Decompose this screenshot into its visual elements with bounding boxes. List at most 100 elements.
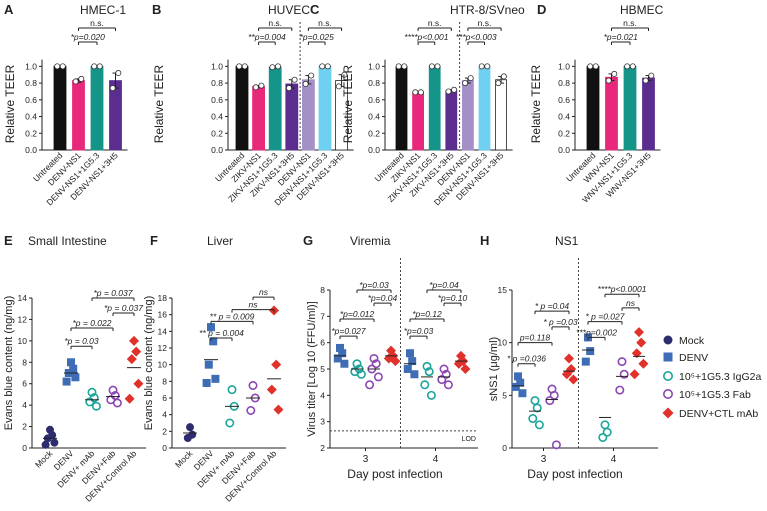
data-point	[437, 375, 447, 385]
data-point	[462, 80, 469, 87]
data-point	[340, 359, 349, 368]
data-point	[617, 357, 627, 367]
panel-title: Liver	[207, 234, 233, 248]
bar	[53, 65, 67, 151]
data-point	[460, 364, 471, 374]
significance-label: ***p<0.003	[456, 32, 497, 42]
data-point	[258, 82, 265, 89]
data-point	[236, 63, 243, 70]
data-point	[530, 396, 540, 406]
y-tick-label: 8	[320, 285, 325, 295]
bar	[318, 65, 332, 151]
data-point	[395, 63, 402, 70]
significance-label: * p =0.03	[543, 317, 578, 327]
data-point	[403, 365, 412, 373]
bar	[90, 65, 104, 151]
significance-label: ns	[249, 300, 259, 310]
significance-label: n.s.	[268, 18, 282, 28]
y-tick-label: 10	[18, 336, 28, 346]
data-point	[495, 80, 502, 87]
y-tick-label: 0.4	[25, 112, 37, 122]
panel-title: Small Intestine	[28, 234, 107, 248]
data-point	[638, 358, 649, 369]
data-point	[551, 440, 561, 450]
x-axis-label: Day post infection	[347, 467, 442, 481]
data-point	[516, 378, 525, 387]
y-tick-label: 0.4	[368, 112, 380, 122]
y-tick-label: 0.8	[25, 78, 37, 88]
data-point	[336, 343, 344, 352]
data-point	[534, 420, 544, 430]
data-point	[420, 380, 430, 390]
legend-label: 10⁵+1G5.3 IgG2a	[679, 371, 761, 383]
legend-marker	[662, 370, 673, 381]
y-tick-label: 0.0	[25, 145, 37, 155]
data-point	[248, 380, 258, 390]
data-point	[308, 72, 315, 79]
significance-label: n.s.	[90, 18, 104, 28]
bar	[586, 65, 600, 151]
y-axis-label: Relative TEER	[152, 64, 166, 143]
legend-marker	[662, 388, 673, 399]
y-tick-label: 2	[22, 422, 27, 432]
legend-marker	[662, 407, 674, 419]
panel-title: HBMEC	[620, 3, 664, 17]
panel-title: HTR-8/SVneo	[450, 3, 525, 17]
data-point	[401, 63, 408, 70]
data-point	[87, 387, 97, 397]
data-point	[246, 405, 256, 415]
data-point	[636, 337, 647, 348]
data-point	[133, 378, 144, 389]
data-point	[412, 89, 419, 96]
bar	[268, 66, 282, 151]
significance-label: *p=0.03	[404, 326, 434, 336]
data-point	[204, 360, 213, 369]
y-tick-label: 0.2	[558, 128, 570, 138]
y-tick-label: 18	[158, 293, 168, 303]
y-axis-label: Evans blue content (ng/mg)	[143, 296, 155, 431]
data-point	[528, 414, 538, 424]
data-point	[561, 369, 572, 380]
y-tick-label: 16	[158, 310, 168, 320]
significance-label: ** p = 0.004	[199, 328, 244, 338]
significance-label: ns	[626, 298, 636, 308]
significance-label: ***p=0.002	[576, 327, 617, 337]
data-point	[112, 398, 122, 408]
bar	[445, 90, 458, 151]
data-point	[619, 369, 629, 379]
significance-label: **p=0.004	[248, 32, 286, 42]
data-point	[592, 63, 599, 70]
legend-marker	[663, 352, 673, 362]
data-point	[568, 374, 579, 385]
data-point	[269, 64, 276, 71]
data-point	[341, 71, 348, 78]
data-point	[518, 389, 527, 398]
bar	[72, 80, 85, 151]
data-point	[373, 372, 383, 382]
data-point	[648, 72, 655, 79]
data-point	[59, 63, 66, 70]
y-tick-label: 1.0	[368, 61, 380, 71]
data-point	[422, 361, 432, 371]
significance-label: *p = 0.037	[94, 288, 133, 298]
y-tick-label: 10	[498, 338, 508, 348]
y-tick-label: 10	[158, 360, 168, 370]
data-point	[302, 80, 309, 87]
data-point	[225, 418, 235, 428]
y-tick-label: 0.6	[368, 95, 380, 105]
data-point	[428, 63, 435, 70]
data-point	[545, 396, 555, 406]
significance-label: n.s.	[318, 18, 332, 28]
legend-label: Mock	[679, 335, 705, 347]
panel-letter: F	[150, 233, 158, 248]
panel-title: HUVEC	[268, 3, 310, 17]
y-tick-label: 2	[320, 443, 325, 453]
data-point	[333, 354, 342, 363]
y-tick-label: 0.4	[558, 112, 570, 122]
data-point	[241, 63, 248, 70]
y-tick-label: 5	[502, 390, 507, 400]
bar	[109, 80, 122, 151]
significance-label: * p =0.04	[535, 301, 570, 311]
bar	[495, 79, 508, 151]
